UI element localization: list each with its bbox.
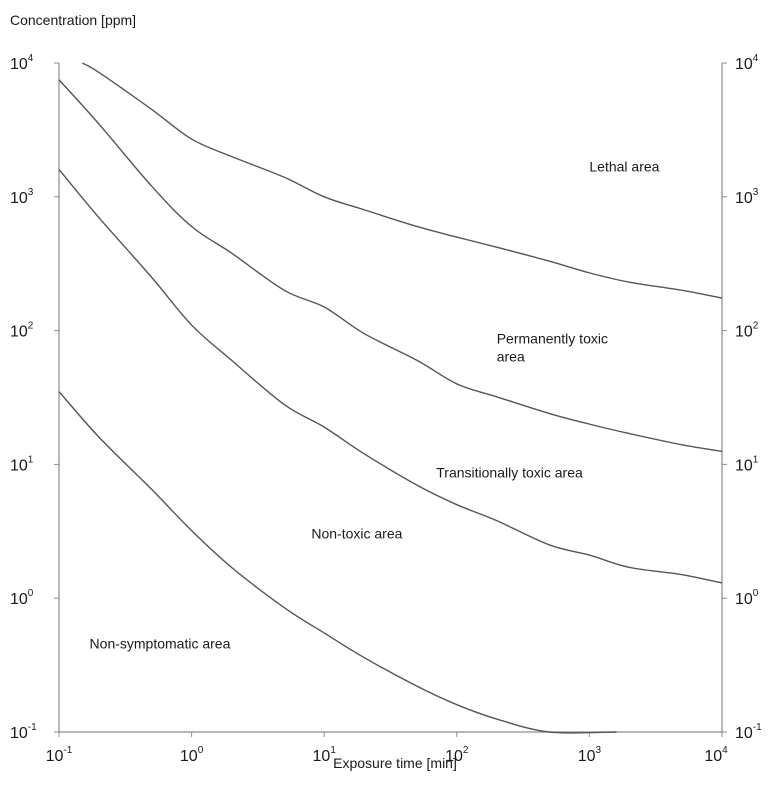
y-right-tick-label: 103 (735, 187, 759, 207)
curve-series (58, 62, 723, 734)
y-right-tick-label: 102 (735, 321, 759, 341)
y-tick-label: 102 (10, 321, 34, 341)
area-label: Lethal area (589, 158, 659, 174)
threshold-curve-3 (58, 79, 723, 453)
axis-ticks: 10-1 100 101 102 103 104 10-1 10-1 100 100 101 101 1… (10, 53, 762, 765)
y-right-tick-label: 10-1 (735, 722, 762, 742)
area-label: Transitionally toxic area (436, 464, 583, 480)
area-annotations: Lethal area Permanently toxic area Transiti… (90, 158, 660, 651)
y-tick-label: 101 (10, 454, 34, 474)
threshold-curve-4 (82, 62, 723, 299)
area-label: Non-toxic area (311, 525, 402, 541)
x-tick-label: 100 (180, 745, 204, 765)
area-label: Non-symptomatic area (90, 636, 231, 652)
x-tick-label: 104 (704, 745, 728, 765)
y-tick-label: 100 (10, 588, 34, 608)
area-label: Permanently toxic area (497, 331, 608, 365)
y-right-tick-label: 101 (735, 454, 759, 474)
x-tick-label: 103 (578, 745, 602, 765)
threshold-curve-1 (58, 391, 617, 734)
y-axis-title: Concentration [ppm] (10, 12, 136, 28)
y-right-tick-label: 104 (735, 53, 759, 73)
threshold-curve-2 (58, 169, 723, 584)
y-tick-label: 103 (10, 187, 34, 207)
x-tick-label: 10-1 (46, 745, 73, 765)
y-tick-label: 104 (10, 53, 34, 73)
x-axis-title: Exposure time [min] (333, 755, 457, 771)
x-tick-label: 102 (445, 745, 469, 765)
y-tick-label: 10-1 (10, 722, 37, 742)
x-tick-label: 101 (313, 745, 337, 765)
y-right-tick-label: 100 (735, 588, 759, 608)
